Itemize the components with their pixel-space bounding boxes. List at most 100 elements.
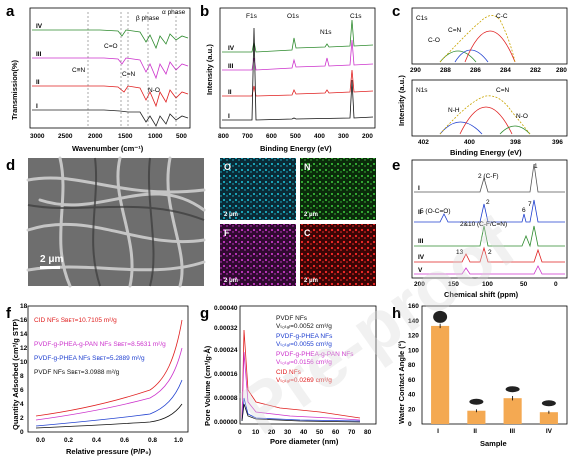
c1s-xtick: 280	[556, 67, 567, 74]
iso-ytick: 14	[20, 331, 28, 338]
nmr-curve-labels: I II III IV V	[418, 185, 425, 274]
ftir-axes-frame	[29, 7, 191, 129]
xps-xtick: 700	[242, 133, 253, 140]
c1s-ann-cn: C=N	[448, 27, 461, 34]
nmr-ann: 2	[486, 199, 490, 206]
n1s-title: N1s	[416, 87, 428, 94]
c1s-ann-co: C-O	[428, 37, 440, 44]
iso-ytick: 4	[20, 401, 24, 408]
eds-scale-label: 2 μm	[304, 212, 318, 218]
nmr-xtick: 150	[448, 281, 459, 288]
xps-curve-i	[222, 27, 374, 121]
pore-xlabel: Pore diameter (nm)	[270, 437, 339, 446]
pore-xtick: 80	[364, 429, 372, 436]
wca-xtick: IV	[546, 428, 553, 435]
xps-xtick: 200	[362, 133, 373, 140]
xps-peak-n1s: N1s	[320, 29, 332, 36]
iso-ytick: 10	[20, 359, 28, 366]
ftir-annotations: C≡N C=O C=N N-O β phase α phase	[72, 9, 186, 94]
pore-ytick: 0.00032	[214, 325, 238, 332]
ftir-ann-co: C=O	[104, 43, 118, 50]
ftir-xtick: 500	[176, 133, 187, 140]
xps-curve-label: II	[228, 89, 232, 96]
iso-yticks: 0 2 4 6 8 10 12 14 16 18	[20, 303, 28, 436]
n1s-xtick: 400	[464, 139, 475, 146]
wca-ytick: 40	[408, 392, 416, 399]
xps-ylabel: Intensity (a.u.)	[205, 44, 214, 95]
nmr-ann: 7	[528, 201, 532, 208]
iso-ytick: 8	[20, 373, 24, 380]
wca-bar	[467, 410, 486, 424]
nmr-xtick: 100	[482, 281, 493, 288]
c1s-xticks: 290 288 286 284 282 280	[410, 67, 567, 74]
xps-peak-labels: F1s O1s N1s C1s	[246, 13, 362, 36]
wca-bar	[539, 412, 558, 424]
ftir-ann-beta: β phase	[136, 15, 160, 22]
n1s-xtick: 396	[552, 139, 563, 146]
iso-ylabel: Quantity Adsorbed (cm³/g STP)	[11, 319, 20, 430]
pore-legend-name: PVDF NFs	[276, 315, 308, 322]
iso-ytick: 6	[20, 387, 24, 394]
c1s-xtick: 286	[470, 67, 481, 74]
n1s-envelope	[439, 95, 531, 135]
xps-xtick: 300	[338, 133, 349, 140]
pore-ylabel: Pore Volume (cm³/g·Å)	[203, 345, 212, 426]
iso-curves	[35, 319, 183, 429]
iso-legend-entry: CID NFs Sʙᴇᴛ=10.7105 m²/g	[34, 317, 117, 324]
n1s-fit-no	[499, 125, 531, 135]
panel-h-contact-angle: h Water Contact Angle (°) 0 20 40 60 80 100 12…	[392, 303, 568, 448]
nmr-xticks: 200 150 100 50 0	[414, 281, 558, 288]
panel-letter-d: d	[6, 157, 15, 174]
ftir-ann-ceqn: C=N	[122, 71, 135, 78]
iso-ytick: 18	[20, 303, 28, 310]
iso-xtick: 0.2	[64, 437, 73, 444]
panel-letter-c: c	[392, 3, 400, 20]
nmr-curve-label: II	[418, 209, 422, 216]
pore-axes-frame	[239, 305, 377, 425]
xps-xtick: 500	[290, 133, 301, 140]
pore-curve-pan	[241, 351, 361, 421]
c1s-ann-cc: C-C	[496, 13, 508, 20]
c1s-xtick: 284	[500, 67, 511, 74]
eds-map-label: O	[224, 162, 231, 172]
wca-xtick: I	[437, 428, 439, 435]
wca-ytick: 60	[408, 377, 416, 384]
nmr-ann: 2 (C-F)	[478, 173, 499, 180]
wca-xtick: II	[473, 428, 477, 435]
ftir-xtick: 2000	[88, 133, 103, 140]
nmr-ann: 2&10 (C-F/C=N)	[460, 221, 507, 228]
nmr-axes-frame	[411, 159, 568, 279]
panel-letter-f: f	[6, 305, 12, 322]
panel-letter-e: e	[392, 157, 400, 174]
pore-legend-vtotal: Vₜₒₜₐₗ=0.0269 cm³/g	[276, 377, 332, 384]
eds-map-f: F 2 μm	[220, 224, 296, 286]
panel-c-xps-highres: c C1s C-O C=N C-C 290 288 286 284 282 28…	[392, 3, 568, 157]
wca-ytick: 140	[408, 318, 419, 325]
c1s-axes-frame	[411, 7, 568, 65]
wca-yticks: 0 20 40 60 80 100 120 140 160	[408, 303, 419, 428]
wca-ytick: 0	[408, 421, 412, 428]
iso-curve-pvdf	[35, 403, 183, 429]
pore-legend-name: CID NFs	[276, 369, 302, 376]
c1s-envelope	[439, 15, 516, 63]
xps-xtick: 800	[218, 133, 229, 140]
ftir-curve-ii	[32, 85, 189, 108]
panel-g-pore-size: g Pore Volume (cm³/g·Å) 0.00000 0.00008 …	[200, 305, 377, 446]
panel-eds-maps: O 2 μm N 2 μm F 2 μm C 2 μm	[220, 158, 376, 286]
n1s-axes-frame	[411, 79, 568, 137]
xps-axes-frame	[219, 7, 376, 129]
nmr-curve-v	[414, 265, 565, 275]
pore-ytick: 0.00000	[214, 419, 238, 426]
nmr-annotations: 1 2 (C-F) 5 (O-C=O) 2 6 7 2&10 (C-F/C=N)…	[420, 163, 538, 256]
panel-d-sem: d 2 μm	[6, 156, 206, 288]
sem-fibers-dark	[27, 157, 205, 287]
eds-map-n: N 2 μm	[300, 158, 376, 220]
ftir-curve-label: IV	[36, 23, 43, 30]
iso-xlabel: Relative pressure (P/P₀)	[66, 447, 152, 456]
ftir-xtick: 3000	[30, 133, 45, 140]
iso-xtick: 0.0	[36, 437, 45, 444]
iso-ytick: 12	[20, 345, 28, 352]
wca-xticks: I II III IV	[437, 428, 553, 435]
wca-xtick: III	[510, 428, 516, 435]
